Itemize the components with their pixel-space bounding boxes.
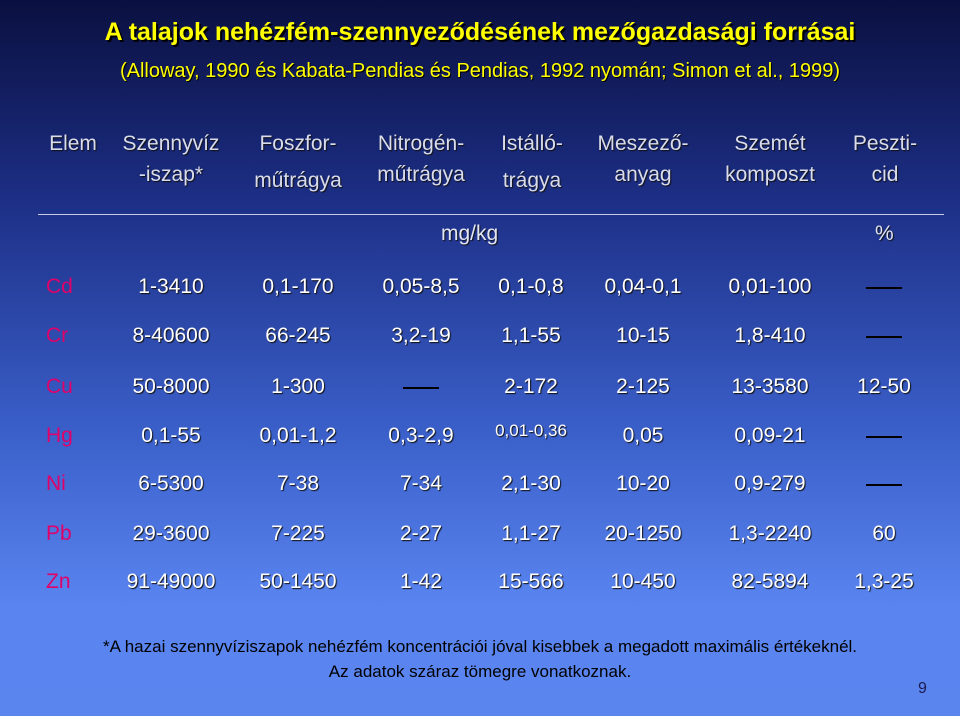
table-cell: 13-3580 (731, 375, 809, 398)
header-line2: komposzt (725, 163, 815, 186)
header-elem: Elem (38, 128, 108, 159)
table-cell: 0,1-170 (262, 275, 334, 298)
header-line1: Nitrogén- (377, 132, 465, 155)
table-cell: 50-1450 (259, 570, 337, 593)
table-cell: 7-34 (399, 472, 443, 495)
table-row: Cr 8-40600 66-245 3,2-19 1,1-55 10-15 1,8-410 (0, 324, 960, 364)
header-line2: műtrágya (254, 169, 342, 192)
header-line2: trágya (502, 169, 562, 192)
table-cell: 10-15 (616, 324, 670, 347)
table-cell: 0,09-21 (734, 424, 806, 447)
table-row: Cd 1-3410 0,1-170 0,05-8,5 0,1-0,8 0,04-0,1 0,… (0, 275, 960, 315)
table-row: Zn 91-49000 50-1450 1-42 15-566 10-450 82-5894… (0, 570, 960, 610)
table-cell: 0,05-8,5 (382, 275, 460, 298)
empty-dash (866, 484, 902, 486)
header-szennyviz: Szennyvíz -iszap* (101, 128, 241, 190)
table-cell: 0,1-0,8 (498, 275, 564, 298)
table-cell: 1,3-25 (854, 570, 914, 593)
header-separator (38, 214, 944, 215)
table-cell: 1,1-55 (501, 324, 561, 347)
empty-dash (866, 336, 902, 338)
table-cell: 0,01-0,36 (495, 421, 567, 440)
empty-dash (403, 387, 439, 389)
table-cell: 3,2-19 (391, 324, 451, 347)
table-cell: 60 (872, 522, 896, 545)
header-line1: Meszező- (597, 132, 689, 155)
table-row: Ni 6-5300 7-38 7-34 2,1-30 10-20 0,9-279 (0, 472, 960, 512)
table-cell: 12-50 (857, 375, 911, 398)
table-cell: 2-172 (504, 375, 558, 398)
header-foszfor: Foszfor- műtrágya (228, 128, 368, 196)
table-cell: 1-3410 (138, 275, 204, 298)
element-label: Cu (46, 375, 73, 398)
table-cell: 0,9-279 (734, 472, 806, 495)
table-cell: 66-245 (265, 324, 331, 347)
table-cell: 7-38 (276, 472, 320, 495)
table-cell: 1,8-410 (734, 324, 806, 347)
header-line2: cid (871, 163, 899, 186)
table-cell: 50-8000 (132, 375, 210, 398)
table-row: Cu 50-8000 1-300 2-172 2-125 13-3580 12-50 (0, 375, 960, 415)
header-line2: anyag (614, 163, 672, 186)
element-label: Cr (46, 324, 69, 347)
table-cell: 0,04-0,1 (604, 275, 682, 298)
table-cell: 91-49000 (126, 570, 216, 593)
element-label: Ni (46, 472, 66, 495)
element-label: Hg (46, 424, 73, 447)
table-cell: 10-20 (616, 472, 670, 495)
table-cell: 1,1-27 (501, 522, 561, 545)
header-peszticid: Peszti- cid (830, 128, 940, 190)
header-line1: Szennyvíz (122, 132, 220, 155)
table-cell: 8-40600 (132, 324, 210, 347)
table-cell: 6-5300 (138, 472, 204, 495)
unit-mgkg: mg/kg (441, 222, 499, 245)
table-cell: 1-42 (399, 570, 443, 593)
table-cell: 15-566 (498, 570, 564, 593)
table-cell: 2-125 (616, 375, 670, 398)
table-cell: 7-225 (271, 522, 325, 545)
footnote-line2: Az adatok száraz tömegre vonatkoznak. (328, 662, 632, 681)
element-label: Zn (46, 570, 71, 593)
table-row: Hg 0,1-55 0,01-1,2 0,3-2,9 0,01-0,36 0,05 0,09… (0, 421, 960, 464)
header-line1: Foszfor- (259, 132, 337, 155)
table-cell: 0,05 (622, 424, 664, 447)
element-label: Pb (46, 522, 72, 545)
header-line1: Istálló- (501, 132, 563, 155)
empty-dash (866, 436, 902, 438)
footnote-line1: *A hazai szennyvíziszapok nehézfém konce… (102, 637, 858, 656)
table-cell: 0,1-55 (141, 424, 201, 447)
header-line2: -iszap* (138, 163, 204, 186)
slide-title: A talajok nehézfém-szennyeződésének mező… (104, 18, 856, 46)
table-cell: 10-450 (610, 570, 676, 593)
element-label: Cd (46, 275, 73, 298)
slide-subtitle: (Alloway, 1990 és Kabata-Pendias és Pend… (119, 60, 841, 82)
header-line2: műtrágya (377, 163, 465, 186)
header-line1: Elem (49, 132, 97, 155)
page-number: 9 (918, 680, 927, 697)
table-cell: 20-1250 (604, 522, 682, 545)
empty-dash (866, 287, 902, 289)
table-cell: 2,1-30 (501, 472, 561, 495)
table-cell: 0,3-2,9 (388, 424, 454, 447)
table-cell: 2-27 (399, 522, 443, 545)
table-cell: 0,01-1,2 (259, 424, 337, 447)
header-istallo: Istálló- trágya (462, 128, 602, 196)
unit-percent: % (875, 222, 894, 245)
header-line1: Szemét (734, 132, 806, 155)
table-cell: 1,3-2240 (728, 522, 812, 545)
table-row: Pb 29-3600 7-225 2-27 1,1-27 20-1250 1,3-2240 6… (0, 522, 960, 562)
table-cell: 0,01-100 (728, 275, 812, 298)
header-szemet: Szemét komposzt (700, 128, 840, 190)
header-meszezo: Meszező- anyag (573, 128, 713, 190)
table-cell: 82-5894 (731, 570, 809, 593)
header-nitrogen: Nitrogén- műtrágya (351, 128, 491, 190)
header-line1: Peszti- (852, 132, 918, 155)
table-cell: 1-300 (271, 375, 325, 398)
table-cell: 29-3600 (132, 522, 210, 545)
